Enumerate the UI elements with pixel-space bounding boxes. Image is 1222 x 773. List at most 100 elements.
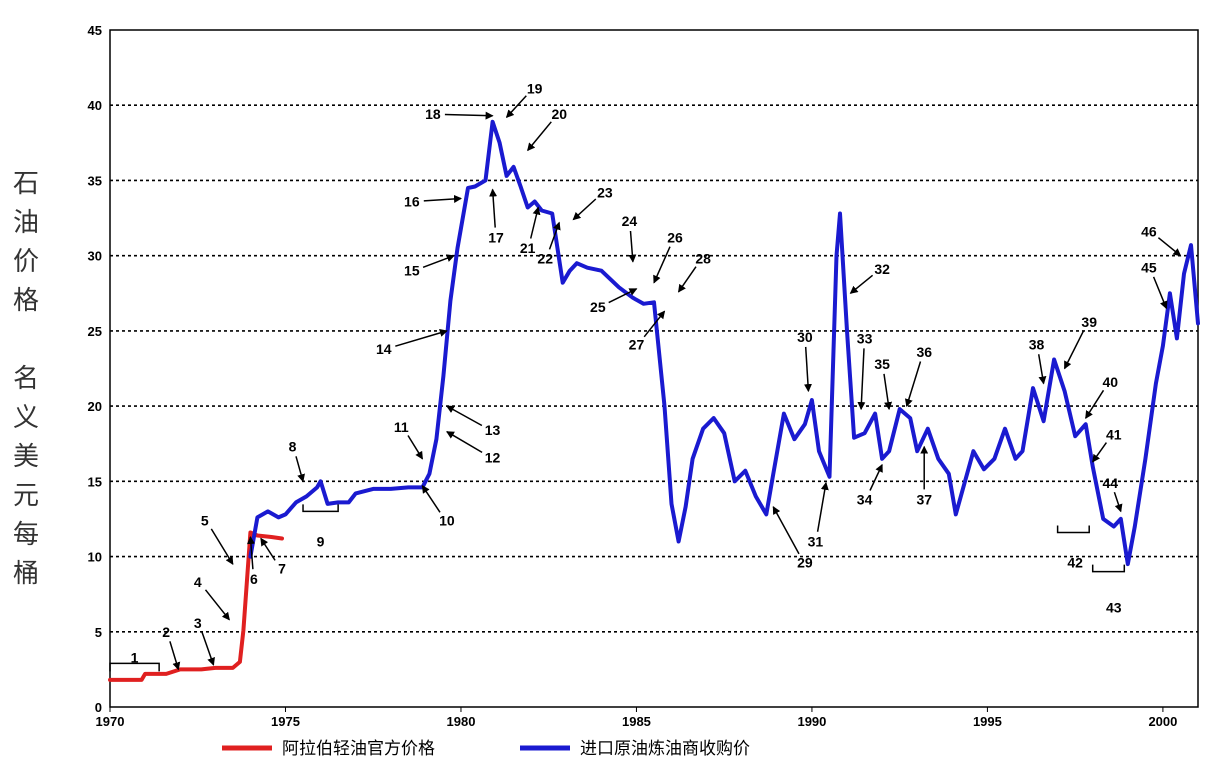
x-tick-label: 1970 — [96, 714, 125, 729]
annotation-arrow — [246, 536, 255, 570]
y-tick-label: 15 — [88, 474, 102, 489]
annotation-label: 26 — [667, 230, 683, 246]
annotation-label: 1 — [131, 649, 139, 665]
annotation-label: 7 — [278, 561, 286, 577]
annotation-label: 6 — [250, 571, 258, 587]
annotation-label: 33 — [857, 330, 873, 346]
x-tick-label: 1985 — [622, 714, 651, 729]
annotations: 1234567891011121314151617181920212223242… — [109, 81, 1182, 672]
y-tick-label: 35 — [88, 173, 102, 188]
annotation-label: 35 — [874, 356, 890, 372]
x-axis-ticks: 1970 1975 1980 1985 1990 1995 2000 — [96, 707, 1177, 729]
annotation-label: 8 — [289, 439, 297, 455]
annotation-arrow — [295, 456, 305, 483]
y-axis-label-char: 桶 — [13, 559, 39, 589]
annotation-label: 12 — [485, 449, 501, 465]
annotation-label: 28 — [695, 251, 711, 267]
annotation-arrow — [201, 631, 215, 666]
y-tick-label: 0 — [95, 700, 102, 715]
annotation-arrow — [1113, 491, 1123, 513]
y-axis-label-char: 元 — [13, 481, 39, 511]
y-axis-label-char: 义 — [13, 403, 39, 433]
y-axis-label-char: 美 — [13, 442, 39, 472]
annotation-arrow — [1037, 354, 1047, 385]
annotation-label: 24 — [622, 213, 638, 229]
annotation-label: 10 — [439, 512, 455, 528]
x-tick-label: 1990 — [797, 714, 826, 729]
annotation-arrow — [1063, 330, 1085, 370]
y-axis-ticks: 0 5 10 15 20 25 30 35 40 45 — [88, 23, 102, 715]
series-lines — [108, 119, 1200, 682]
x-tick-label: 2000 — [1148, 714, 1177, 729]
annotation-label: 2 — [162, 624, 170, 640]
y-axis-label-char: 价 — [13, 247, 39, 277]
annotation-label: 44 — [1102, 475, 1118, 491]
y-axis-label-char: 名 — [13, 364, 39, 394]
annotation-arrow — [772, 506, 800, 555]
grid-lines — [110, 104, 1198, 633]
annotation-bracket — [302, 504, 339, 513]
annotation-arrow — [489, 188, 498, 228]
annotation-arrow — [1085, 389, 1105, 419]
annotation-label: 45 — [1141, 260, 1157, 276]
annotation-arrow — [446, 431, 483, 454]
legend-label: 阿拉伯轻油官方价格 — [282, 739, 435, 759]
annotation-label: 22 — [537, 251, 553, 267]
annotation-arrow — [422, 254, 455, 269]
annotation-arrow — [260, 537, 276, 561]
annotation-arrow — [628, 230, 637, 263]
y-axis-label-char: 格 — [13, 286, 39, 316]
annotation-arrow — [395, 329, 448, 347]
annotation-arrow — [653, 246, 671, 284]
annotation-label: 5 — [201, 512, 209, 528]
annotation-label: 17 — [488, 230, 504, 246]
annotation-arrow — [529, 206, 541, 239]
annotation-arrow — [446, 405, 483, 427]
annotation-arrow — [857, 348, 866, 411]
annotation-arrow — [407, 435, 424, 460]
annotation-arrow — [169, 641, 181, 671]
y-tick-label: 45 — [88, 23, 102, 38]
annotation-arrow — [677, 266, 697, 293]
annotation-label: 27 — [629, 336, 645, 352]
annotation-label: 9 — [317, 534, 325, 550]
annotation-label: 34 — [857, 491, 873, 507]
annotation-bracket — [109, 662, 160, 672]
annotation-label: 20 — [551, 106, 567, 122]
y-axis-label-char: 油 — [13, 208, 39, 238]
annotation-label: 31 — [808, 534, 824, 550]
annotation-arrow — [444, 111, 494, 120]
annotation-label: 11 — [394, 419, 409, 435]
annotation-arrow — [869, 463, 883, 491]
annotation-label: 42 — [1067, 555, 1083, 571]
x-tick-label: 1980 — [447, 714, 476, 729]
annotation-bracket — [1056, 525, 1090, 534]
annotation-label: 46 — [1141, 224, 1157, 240]
annotation-label: 21 — [520, 240, 536, 256]
annotation-arrow — [527, 121, 552, 152]
annotation-label: 29 — [797, 555, 813, 571]
y-axis-label-char: 每 — [13, 520, 39, 550]
legend: 阿拉伯轻油官方价格 进口原油炼油商收购价 — [222, 739, 750, 759]
y-tick-label: 10 — [88, 550, 102, 565]
legend-label: 进口原油炼油商收购价 — [580, 739, 750, 759]
annotation-label: 13 — [485, 422, 501, 438]
series-line-2 — [248, 119, 1200, 567]
annotation-label: 16 — [404, 194, 420, 210]
annotation-arrow — [423, 194, 462, 203]
y-tick-label: 5 — [95, 625, 102, 640]
annotation-label: 30 — [797, 329, 813, 345]
annotation-label: 25 — [590, 299, 606, 315]
annotation-label: 40 — [1102, 374, 1118, 390]
annotation-label: 19 — [527, 81, 543, 97]
annotation-arrow — [904, 361, 922, 408]
x-tick-label: 1975 — [271, 714, 300, 729]
annotation-arrow — [883, 373, 893, 411]
annotation-label: 18 — [425, 106, 441, 122]
annotation-label: 39 — [1081, 314, 1097, 330]
annotation-arrow — [1152, 276, 1168, 310]
annotation-arrow — [849, 274, 874, 294]
annotation-label: 38 — [1029, 336, 1045, 352]
